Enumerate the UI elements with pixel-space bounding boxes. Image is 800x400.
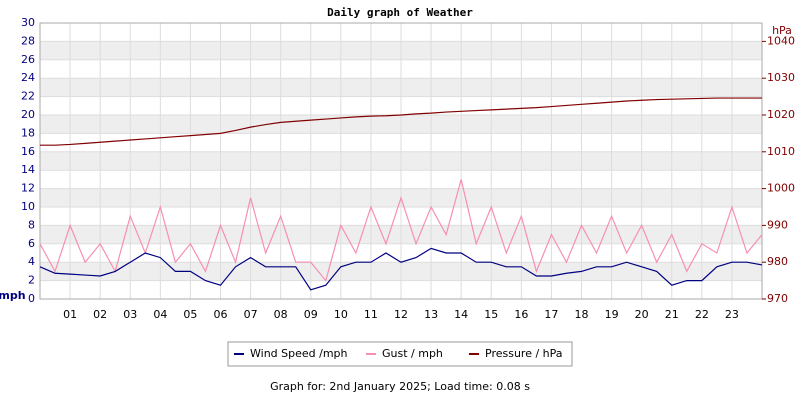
y-tick-label: 20 bbox=[21, 108, 35, 121]
y-axis-label: mph bbox=[0, 289, 26, 302]
x-tick-label: 21 bbox=[665, 308, 679, 321]
legend-box bbox=[227, 341, 573, 367]
y-tick-label: 12 bbox=[21, 182, 35, 195]
y2-axis-label: hPa bbox=[772, 24, 792, 37]
y-tick-label: 8 bbox=[28, 218, 35, 231]
x-tick-label: 12 bbox=[394, 308, 408, 321]
series-line bbox=[39, 179, 763, 282]
y2-tick-label: 1040 bbox=[767, 34, 795, 47]
x-tick-label: 06 bbox=[214, 308, 228, 321]
series-line bbox=[40, 97, 762, 146]
y-tick-label: 24 bbox=[21, 71, 35, 84]
y-tick-label: 0 bbox=[28, 292, 35, 305]
x-tick-label: 18 bbox=[575, 308, 589, 321]
footer: Graph for: 2nd January 2025; Load time: … bbox=[270, 380, 530, 393]
x-tick-label: 01 bbox=[63, 308, 77, 321]
x-tick-label: 10 bbox=[334, 308, 348, 321]
x-tick-label: 13 bbox=[424, 308, 438, 321]
y2-tick-label: 990 bbox=[767, 218, 788, 231]
y-tick-label: 6 bbox=[28, 237, 35, 250]
x-tick-label: 07 bbox=[244, 308, 258, 321]
x-tick-label: 09 bbox=[304, 308, 318, 321]
y2-tick-label: 970 bbox=[767, 292, 788, 305]
series-line bbox=[39, 247, 763, 291]
y2-tick-label: 980 bbox=[767, 255, 788, 268]
y2-tick-label: 1000 bbox=[767, 182, 795, 195]
y-tick-label: 4 bbox=[28, 255, 35, 268]
y-tick-label: 18 bbox=[21, 126, 35, 139]
y-tick-label: 26 bbox=[21, 53, 35, 66]
y-tick-label: 2 bbox=[28, 274, 35, 287]
legend-label: Wind Speed /mph bbox=[250, 347, 348, 360]
y-tick-label: 16 bbox=[21, 145, 35, 158]
x-tick-label: 16 bbox=[514, 308, 528, 321]
x-tick-label: 05 bbox=[183, 308, 197, 321]
y-tick-label: 30 bbox=[21, 16, 35, 29]
x-tick-label: 04 bbox=[153, 308, 167, 321]
legend-label: Gust / mph bbox=[382, 347, 443, 360]
x-tick-label: 03 bbox=[123, 308, 137, 321]
plot-area bbox=[39, 22, 763, 300]
x-tick-label: 11 bbox=[364, 308, 378, 321]
y-tick-label: 22 bbox=[21, 90, 35, 103]
x-tick-label: 19 bbox=[605, 308, 619, 321]
x-tick-label: 23 bbox=[725, 308, 739, 321]
x-tick-label: 14 bbox=[454, 308, 468, 321]
y2-tick-label: 1030 bbox=[767, 71, 795, 84]
x-tick-label: 22 bbox=[695, 308, 709, 321]
x-tick-label: 02 bbox=[93, 308, 107, 321]
y2-tick-label: 1020 bbox=[767, 108, 795, 121]
y-tick-label: 10 bbox=[21, 200, 35, 213]
x-tick-label: 08 bbox=[274, 308, 288, 321]
legend-label: Pressure / hPa bbox=[485, 347, 563, 360]
y-tick-label: 14 bbox=[21, 163, 35, 176]
x-tick-label: 20 bbox=[635, 308, 649, 321]
chart-title: Daily graph of Weather bbox=[327, 6, 473, 19]
x-tick-label: 15 bbox=[484, 308, 498, 321]
y2-tick-label: 1010 bbox=[767, 145, 795, 158]
y-tick-label: 28 bbox=[21, 34, 35, 47]
plot-border bbox=[39, 22, 763, 300]
x-tick-label: 17 bbox=[544, 308, 558, 321]
